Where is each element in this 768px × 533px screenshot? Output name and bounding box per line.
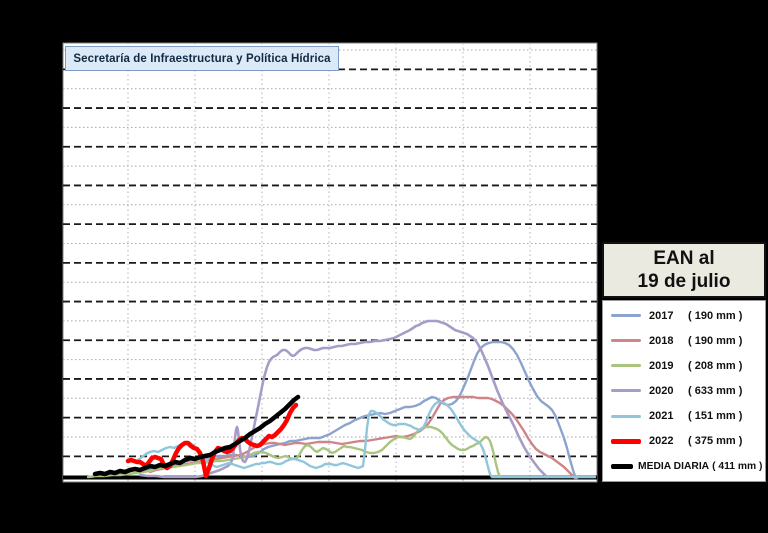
legend-label-media-diaria: MEDIA DIARIA bbox=[638, 460, 710, 472]
legend-panel: EAN al 19 de julio 2017 ( 190 mm ) 2018 ( 1… bbox=[602, 242, 766, 482]
legend-line-sample-2017 bbox=[611, 314, 641, 318]
chart-title-text: Secretaría de Infraestructura y Política… bbox=[73, 52, 331, 65]
legend-label-2021: 2021 bbox=[649, 410, 674, 423]
legend-line-sample-2021 bbox=[611, 414, 641, 418]
legend-value-2019: ( 208 mm ) bbox=[688, 359, 743, 372]
legend-title-line1: EAN al bbox=[653, 247, 715, 269]
legend-item-2019: 2019 ( 208 mm ) bbox=[611, 354, 765, 378]
legend-value-2017: ( 190 mm ) bbox=[688, 309, 743, 322]
legend-item-2020: 2020 ( 633 mm ) bbox=[611, 379, 765, 403]
legend-item-2018: 2018 ( 190 mm ) bbox=[611, 329, 765, 353]
legend-item-2017: 2017 ( 190 mm ) bbox=[611, 304, 765, 328]
legend-label-2019: 2019 bbox=[649, 359, 674, 372]
legend-line-sample-2022 bbox=[611, 438, 641, 444]
chart-title: Secretaría de Infraestructura y Política… bbox=[65, 46, 339, 71]
legend-line-sample-media-diaria bbox=[611, 463, 633, 469]
legend-label-2017: 2017 bbox=[649, 309, 674, 322]
legend-label-2020: 2020 bbox=[649, 384, 674, 397]
legend-value-2018: ( 190 mm ) bbox=[688, 334, 743, 347]
legend-line-sample-2019 bbox=[611, 364, 641, 368]
legend-item-2021: 2021 ( 151 mm ) bbox=[611, 404, 765, 428]
series-2022-line bbox=[125, 402, 299, 479]
series-media-diaria-line bbox=[92, 394, 301, 477]
legend-items: 2017 ( 190 mm ) 2018 ( 190 mm ) 2019 ( 208 mm… bbox=[602, 300, 766, 482]
legend-title-line2: 19 de julio bbox=[637, 271, 731, 292]
legend-item-media-diaria: MEDIA DIARIA( 411 mm ) bbox=[611, 454, 765, 478]
legend-value-media-diaria: ( 411 mm ) bbox=[712, 460, 763, 472]
legend-item-2022: 2022 ( 375 mm ) bbox=[611, 429, 765, 453]
legend-value-2022: ( 375 mm ) bbox=[688, 435, 743, 448]
legend-label-2018: 2018 bbox=[649, 334, 674, 347]
legend-title: EAN al 19 de julio bbox=[602, 242, 766, 298]
legend-line-sample-2020 bbox=[611, 389, 641, 393]
legend-label-2022: 2022 bbox=[649, 435, 674, 448]
series-2021-line bbox=[136, 400, 597, 479]
legend-value-2020: ( 633 mm ) bbox=[688, 384, 743, 397]
legend-line-sample-2018 bbox=[611, 339, 641, 343]
legend-value-2021: ( 151 mm ) bbox=[688, 410, 743, 423]
